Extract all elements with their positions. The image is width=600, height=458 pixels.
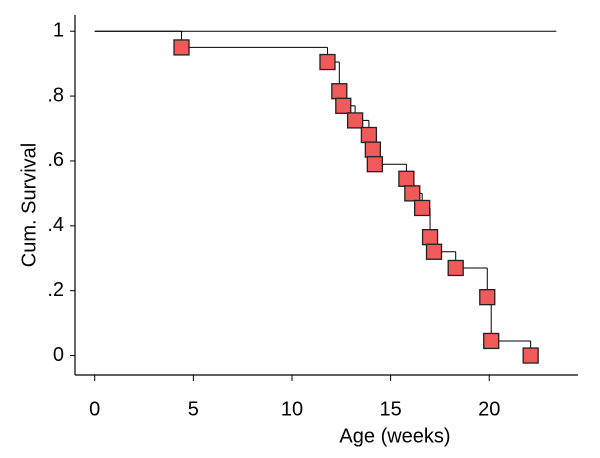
x-tick-label: 15 xyxy=(379,398,401,420)
x-tick-label: 5 xyxy=(188,398,199,420)
event-marker xyxy=(364,141,382,158)
event-marker xyxy=(173,39,190,56)
event-marker xyxy=(404,185,421,202)
event-marker xyxy=(319,53,336,71)
event-marker xyxy=(360,126,378,144)
y-tick-label: 0 xyxy=(53,344,64,366)
y-tick-label: 1 xyxy=(53,19,64,41)
event-marker xyxy=(398,170,415,187)
event-marker xyxy=(346,112,364,129)
y-tick-label: .8 xyxy=(47,84,64,106)
y-tick-label: .4 xyxy=(47,214,64,236)
y-tick-label: .6 xyxy=(47,149,64,171)
x-tick-label: 10 xyxy=(281,398,303,420)
event-marker xyxy=(483,332,500,350)
x-tick-label: 0 xyxy=(89,398,100,420)
y-tick-label: .2 xyxy=(47,279,64,301)
event-marker xyxy=(479,289,496,306)
event-marker xyxy=(421,229,439,246)
event-marker xyxy=(366,156,383,173)
event-marker xyxy=(414,199,431,217)
event-marker xyxy=(425,243,443,260)
x-tick-label: 20 xyxy=(478,398,500,420)
event-marker xyxy=(522,347,539,364)
event-marker xyxy=(335,97,352,114)
event-marker xyxy=(331,83,348,100)
event-marker xyxy=(447,259,464,277)
x-axis-title: Age (weeks) xyxy=(339,425,450,447)
y-axis-title: Cum. Survival xyxy=(18,143,40,267)
